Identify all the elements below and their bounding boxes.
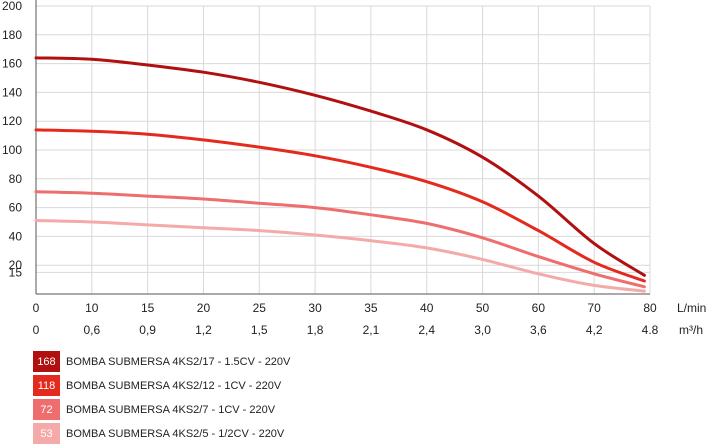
x-tick-label: 60 <box>532 301 546 315</box>
x-tick-label-secondary: 4.8 <box>642 323 659 337</box>
series-line <box>34 128 646 283</box>
legend-badge: 53 <box>33 423 60 444</box>
x-tick-label-secondary: 3,6 <box>530 323 547 337</box>
x-tick-label: 40 <box>420 301 434 315</box>
series-line <box>34 219 646 293</box>
x-tick-label: 70 <box>588 301 602 315</box>
x-tick-label-secondary: 2,4 <box>418 323 435 337</box>
x-tick-label-secondary: 2,1 <box>363 323 380 337</box>
y-tick-label: 200 <box>2 0 22 13</box>
x-tick-label-secondary: 0,6 <box>83 323 100 337</box>
y-tick-label: 40 <box>9 229 23 243</box>
x-tick-label: 10 <box>85 301 99 315</box>
legend-label: BOMBA SUBMERSA 4KS2/7 - 1CV - 220V <box>66 403 276 416</box>
legend-label: BOMBA SUBMERSA 4KS2/12 - 1CV - 220V <box>66 379 282 392</box>
legend-badge: 72 <box>33 399 60 420</box>
y-tick-label: 80 <box>9 172 23 186</box>
x-tick-label-secondary: 1,8 <box>307 323 324 337</box>
y-tick-label: 100 <box>2 143 22 157</box>
legend: 168 BOMBA SUBMERSA 4KS2/17 - 1.5CV - 220… <box>33 351 290 447</box>
legend-item: 53 BOMBA SUBMERSA 4KS2/5 - 1/2CV - 220V <box>33 423 290 444</box>
y-tick-label: 20 <box>9 258 23 272</box>
x-tick-label: 0 <box>33 301 40 315</box>
x-tick-label-secondary: 3,0 <box>474 323 491 337</box>
x-unit-label: L/min <box>677 301 706 315</box>
x-tick-label-secondary: 0,9 <box>139 323 156 337</box>
series-line <box>34 56 646 277</box>
x-tick-label-secondary: 1,5 <box>251 323 268 337</box>
x-tick-label: 50 <box>476 301 490 315</box>
x-tick-label: 30 <box>308 301 322 315</box>
y-tick-label: 120 <box>2 114 22 128</box>
x-tick-label-secondary: 1,2 <box>195 323 212 337</box>
y-tick-label: 15 <box>9 265 23 279</box>
x-tick-label: 25 <box>253 301 267 315</box>
legend-item: 118 BOMBA SUBMERSA 4KS2/12 - 1CV - 220V <box>33 375 290 396</box>
x-tick-label: 35 <box>364 301 378 315</box>
x-tick-label: 20 <box>197 301 211 315</box>
x-unit-label-secondary: m³/h <box>679 323 703 337</box>
legend-badge: 168 <box>33 351 60 372</box>
x-tick-label-secondary: 0 <box>33 323 40 337</box>
legend-label: BOMBA SUBMERSA 4KS2/17 - 1.5CV - 220V <box>66 355 291 368</box>
y-tick-label: 140 <box>2 85 22 99</box>
x-tick-label-secondary: 4,2 <box>586 323 603 337</box>
x-tick-label: 80 <box>643 301 657 315</box>
legend-item: 72 BOMBA SUBMERSA 4KS2/7 - 1CV - 220V <box>33 399 290 420</box>
x-tick-label: 15 <box>141 301 155 315</box>
y-tick-label: 180 <box>2 28 22 42</box>
legend-label: BOMBA SUBMERSA 4KS2/5 - 1/2CV - 220V <box>66 427 285 440</box>
legend-item: 168 BOMBA SUBMERSA 4KS2/17 - 1.5CV - 220… <box>33 351 290 372</box>
y-tick-label: 60 <box>9 201 23 215</box>
legend-badge: 118 <box>33 375 60 396</box>
y-tick-label: 160 <box>2 57 22 71</box>
series-line <box>34 190 646 289</box>
